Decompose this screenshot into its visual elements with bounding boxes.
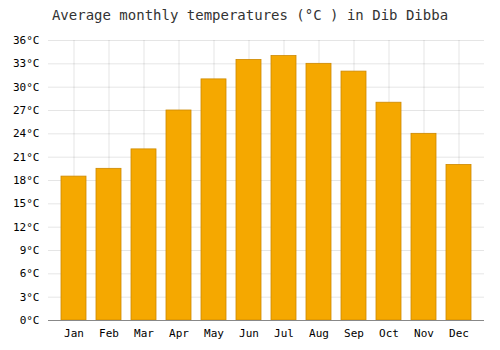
svg-text:27°C: 27°C [13, 104, 40, 117]
svg-text:Oct: Oct [379, 327, 399, 340]
svg-text:36°C: 36°C [13, 34, 40, 47]
svg-text:Feb: Feb [99, 327, 119, 340]
svg-text:Jan: Jan [64, 327, 84, 340]
svg-text:9°C: 9°C [20, 244, 40, 257]
svg-text:Sep: Sep [344, 327, 364, 340]
svg-text:21°C: 21°C [13, 151, 40, 164]
svg-text:33°C: 33°C [13, 57, 40, 70]
svg-text:0°C: 0°C [20, 314, 40, 327]
html-text:Average monthly temperatures (: Average monthly temperatures (°C ) in Di… [51, 7, 449, 23]
svg-text:6°C: 6°C [20, 267, 40, 280]
svg-text:Mar: Mar [134, 327, 154, 340]
svg-text:Jun: Jun [239, 327, 259, 340]
svg-text:12°C: 12°C [13, 221, 40, 234]
svg-text:24°C: 24°C [13, 127, 40, 140]
svg-text:Dec: Dec [449, 327, 469, 340]
svg-text:May: May [204, 327, 224, 340]
svg-text:15°C: 15°C [13, 197, 40, 210]
svg-text:3°C: 3°C [20, 291, 40, 304]
svg-text:Apr: Apr [169, 327, 189, 340]
svg-text:30°C: 30°C [13, 81, 40, 94]
svg-text:Nov: Nov [414, 327, 434, 340]
svg-text:Jul: Jul [274, 327, 294, 340]
svg-text:18°C: 18°C [13, 174, 40, 187]
svg-text:Aug: Aug [309, 327, 329, 340]
